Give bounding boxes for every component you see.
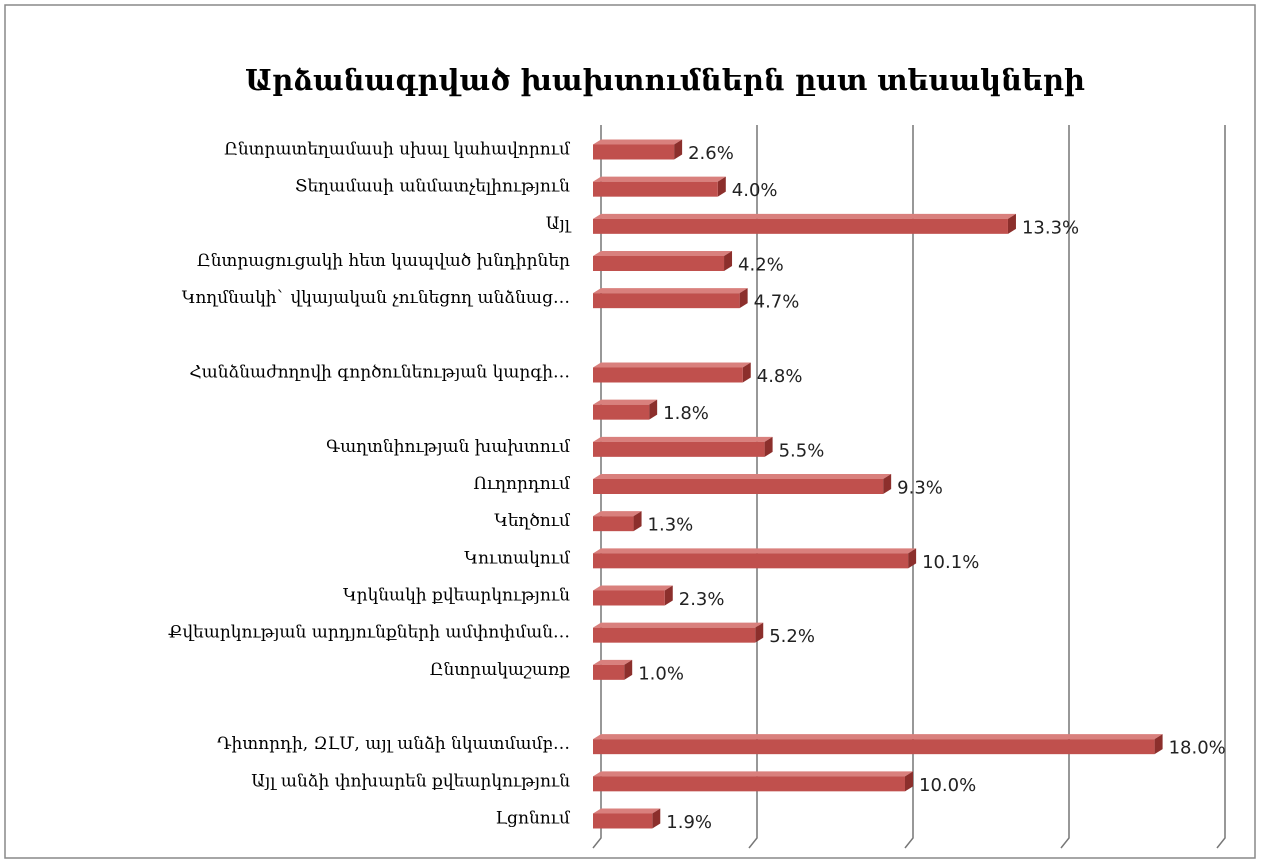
- bar: [593, 734, 1163, 755]
- data-label: 1.8%: [663, 403, 709, 424]
- bar: [593, 213, 1016, 234]
- data-label: 4.8%: [757, 366, 803, 387]
- bar: [593, 176, 726, 197]
- grid-line: [748, 125, 758, 849]
- data-label: 1.0%: [638, 663, 684, 684]
- bar: [593, 585, 673, 606]
- bar: [593, 362, 751, 383]
- y-tick-label: Կեղծում: [494, 511, 571, 531]
- chart-frame: [4, 4, 1256, 859]
- y-tick-label: Ընտրատեղամասի սխալ կահավորում: [224, 140, 571, 160]
- bar: [593, 474, 892, 494]
- y-tick-label: Կուտակում: [464, 548, 571, 568]
- bar: [593, 659, 633, 680]
- data-label: 4.2%: [738, 255, 784, 276]
- data-label: 10.0%: [919, 775, 976, 796]
- bar: [593, 251, 733, 271]
- data-label: 4.7%: [754, 292, 800, 313]
- grid-line: [1060, 125, 1070, 849]
- data-label: 5.5%: [779, 440, 825, 461]
- bar: [593, 511, 642, 532]
- data-label: 9.3%: [897, 478, 943, 499]
- bar: [593, 436, 773, 457]
- data-label: 18.0%: [1169, 738, 1226, 759]
- data-label: 1.9%: [666, 812, 712, 833]
- y-tick-label: Գաղտնիության խախտում: [326, 437, 571, 457]
- data-label: 2.6%: [688, 143, 734, 164]
- chart-title: Արձանագրված խախտումներն ըստ տեսակների: [245, 63, 1085, 97]
- bar: [593, 771, 913, 792]
- data-label: 4.0%: [732, 180, 778, 201]
- y-tick-label: Քվեարկության արդյունքների ամփոփման…: [168, 623, 570, 643]
- data-label: 5.2%: [769, 626, 815, 647]
- bar: [593, 139, 683, 160]
- data-label: 1.3%: [648, 515, 694, 536]
- data-label: 2.3%: [679, 589, 725, 610]
- y-tick-label: Ընտրակաշառք: [430, 660, 570, 680]
- y-tick-label: Կրկնակի քվեարկություն: [343, 586, 570, 606]
- bar: [593, 548, 917, 569]
- y-tick-label: Լցոնում: [495, 809, 571, 829]
- y-tick-label: Ընտրացուցակի հետ կապված խնդիրներ: [197, 251, 570, 271]
- y-tick-label: Այլ: [546, 214, 572, 234]
- data-label: 13.3%: [1022, 217, 1079, 238]
- bar: [593, 399, 658, 420]
- y-tick-label: Այլ անձի փոխարեն քվեարկություն: [251, 771, 570, 791]
- y-tick-label: Կողմնակի` վկայական չունեցող անձնաց…: [182, 288, 570, 308]
- bar: [593, 622, 764, 643]
- y-tick-label: Ուղորդում: [473, 474, 571, 494]
- bar: [593, 808, 661, 829]
- y-tick-label: Դիտորդի, ԶԼՄ, այլ անձի նկատմամբ…: [217, 734, 570, 754]
- grid-line: [1216, 125, 1226, 849]
- grid-line: [904, 125, 914, 849]
- data-label: 10.1%: [922, 552, 979, 573]
- bar: [593, 288, 748, 309]
- y-tick-label: Տեղամասի անմատչելիություն: [295, 177, 570, 197]
- y-tick-label: Հանձնաժողովի գործունեության կարգի…: [189, 363, 570, 383]
